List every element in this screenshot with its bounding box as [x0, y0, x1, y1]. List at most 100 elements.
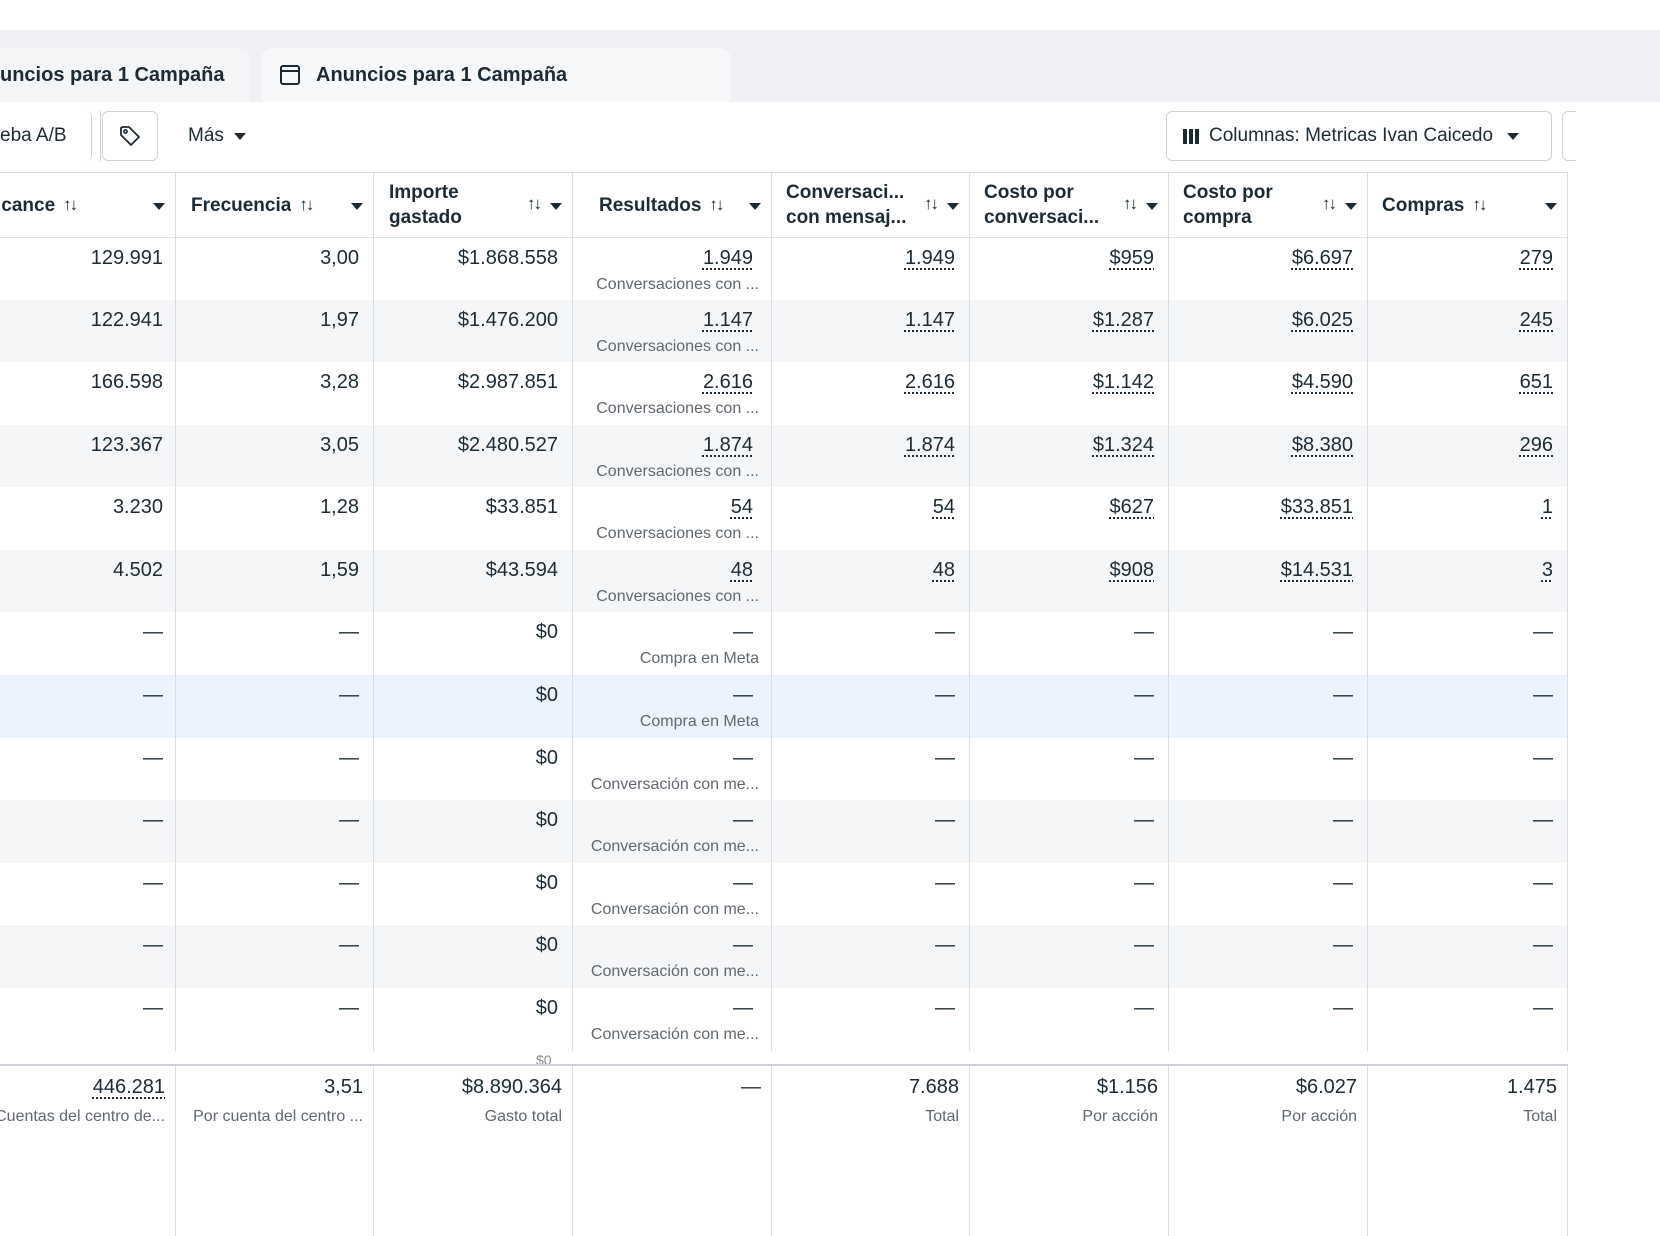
cell-value[interactable]: 2.616 — [702, 371, 753, 393]
cell-value[interactable]: 1.874 — [904, 434, 955, 456]
cell-value[interactable]: 1.147 — [702, 309, 753, 331]
cell-conversaciones: — — [772, 675, 970, 738]
table-row[interactable]: — — $0 — Conversación con me... — — — — — [0, 988, 1568, 1051]
tab-anuncios-campana-1[interactable]: uncios para 1 Campaña — [0, 48, 250, 102]
more-button[interactable]: Más — [176, 111, 272, 161]
column-header-conversaciones[interactable]: Conversaci... con mensaj... ↑↓ — [772, 173, 970, 237]
cell-value[interactable]: $1.324 — [1092, 434, 1154, 456]
cell-value[interactable]: $33.851 — [1280, 496, 1353, 518]
cell-value[interactable]: $14.531 — [1280, 559, 1353, 581]
cell-value: 3.230 — [112, 496, 163, 518]
sort-icon[interactable]: ↑↓ — [1472, 195, 1487, 214]
cell-resultados: — Conversación con me... — [573, 738, 772, 800]
cell-value[interactable]: 245 — [1519, 309, 1553, 331]
column-header-resultados[interactable]: Resultados ↑↓ — [573, 173, 772, 237]
cell-value: 4.502 — [112, 559, 163, 581]
caret-down-icon[interactable] — [1345, 203, 1357, 210]
caret-down-icon[interactable] — [351, 203, 363, 210]
cell-alcance: 122.941 — [0, 300, 176, 362]
table-row[interactable]: — — $0 — Compra en Meta — — — — — [0, 612, 1568, 675]
table-row[interactable]: 4.502 1,59 $43.594 48 Conversaciones con ...… — [0, 550, 1568, 612]
sort-icon[interactable]: ↑↓ — [299, 195, 314, 214]
table-row[interactable]: — — $0 — Conversación con me... — — — — — [0, 800, 1568, 863]
cell-value[interactable]: $1.142 — [1092, 371, 1154, 393]
cell-value[interactable]: $6.025 — [1291, 309, 1353, 331]
cell-importe: $1.868.558 — [374, 238, 573, 300]
sort-icon[interactable]: ↑↓ — [709, 195, 724, 214]
cell-value: — — [1333, 809, 1353, 831]
sort-icon[interactable]: ↑↓ — [1123, 194, 1138, 213]
cell-alcance: 4.502 — [0, 550, 176, 612]
caret-down-icon[interactable] — [550, 203, 562, 210]
columns-dropdown[interactable]: Columnas: Metricas Ivan Caicedo — [1166, 111, 1552, 161]
sort-icon[interactable]: ↑↓ — [63, 195, 78, 214]
cell-frecuencia: — — [176, 612, 374, 675]
total-compras: 1.475 Total — [1368, 1066, 1568, 1236]
table-row[interactable]: 166.598 3,28 $2.987.851 2.616 Conversaciones… — [0, 362, 1568, 425]
cell-value: — — [1333, 997, 1353, 1019]
cell-value[interactable]: 1.147 — [904, 309, 955, 331]
cell-value: $0 — [535, 747, 558, 769]
cell-value[interactable]: 1.874 — [702, 434, 753, 456]
cell-value[interactable]: $959 — [1109, 247, 1155, 269]
cell-value: — — [143, 934, 163, 956]
column-header-alcance[interactable]: lcance ↑↓ — [0, 173, 176, 237]
column-header-importe-gastado[interactable]: Importe gastado ↑↓ — [374, 173, 573, 237]
caret-down-icon[interactable] — [749, 203, 761, 210]
caret-down-icon[interactable] — [1146, 203, 1158, 210]
sort-icon[interactable]: ↑↓ — [527, 194, 542, 213]
cell-costo-conv: — — [970, 675, 1169, 738]
cell-conversaciones: — — [772, 988, 970, 1051]
table-row[interactable]: — — $0 — Conversación con me... — — — — — [0, 738, 1568, 800]
column-header-frecuencia[interactable]: Frecuencia ↑↓ — [176, 173, 374, 237]
table-row[interactable]: 123.367 3,05 $2.480.527 1.874 Conversaciones… — [0, 425, 1568, 487]
cell-value[interactable]: 1 — [1541, 496, 1553, 518]
table-row[interactable]: 129.991 3,00 $1.868.558 1.949 Conversaciones… — [0, 238, 1568, 300]
table-row[interactable]: — — $0 — Compra en Meta — — — — — [0, 675, 1568, 738]
cell-sublabel: Conversaciones con ... — [596, 588, 759, 605]
cell-value[interactable]: 651 — [1519, 371, 1553, 393]
sort-icon[interactable]: ↑↓ — [924, 194, 939, 213]
cell-value: $0 — [535, 872, 558, 894]
cell-value: 129.991 — [90, 247, 163, 269]
tag-button[interactable] — [102, 111, 158, 161]
caret-down-icon[interactable] — [1545, 203, 1557, 210]
cell-value[interactable]: $4.590 — [1291, 371, 1353, 393]
total-importe: $8.890.364 Gasto total — [374, 1066, 573, 1236]
cell-value: — — [1134, 621, 1154, 643]
table-row[interactable]: 3.230 1,28 $33.851 54 Conversaciones con ...… — [0, 487, 1568, 550]
cell-resultados: 1.874 Conversaciones con ... — [573, 425, 772, 487]
cell-value[interactable]: 48 — [730, 559, 753, 581]
cell-value[interactable]: 48 — [932, 559, 955, 581]
cell-value[interactable]: $908 — [1109, 559, 1155, 581]
cell-value[interactable]: 1.949 — [702, 247, 753, 269]
cell-value[interactable]: 54 — [932, 496, 955, 518]
cell-value[interactable]: 54 — [730, 496, 753, 518]
table-row[interactable]: — — $0 — Conversación con me... — — — — — [0, 863, 1568, 925]
table-row[interactable]: — — $0 — Conversación con me... — — — — — [0, 925, 1568, 988]
ab-test-button[interactable]: eba A/B — [0, 111, 92, 161]
sort-icon[interactable]: ↑↓ — [1322, 194, 1337, 213]
cell-value[interactable]: $627 — [1109, 496, 1155, 518]
cell-value[interactable]: $8.380 — [1291, 434, 1353, 456]
cell-frecuencia: — — [176, 675, 374, 738]
tab-anuncios-campana-2[interactable]: Anuncios para 1 Campaña — [262, 48, 730, 102]
cell-conversaciones: 54 — [772, 487, 970, 550]
cell-value[interactable]: 2.616 — [904, 371, 955, 393]
cell-resultados: 2.616 Conversaciones con ... — [573, 362, 772, 425]
column-header-compras[interactable]: Compras ↑↓ — [1368, 173, 1568, 237]
cell-value[interactable]: $1.287 — [1092, 309, 1154, 331]
column-header-costo-por-conversacion[interactable]: Costo por conversaci... ↑↓ — [970, 173, 1169, 237]
cell-costo-compra: — — [1169, 612, 1368, 675]
table-row[interactable]: 122.941 1,97 $1.476.200 1.147 Conversaciones… — [0, 300, 1568, 362]
toolbar-next-button[interactable] — [1562, 111, 1576, 161]
column-header-costo-por-compra[interactable]: Costo por compra ↑↓ — [1169, 173, 1368, 237]
cell-value[interactable]: 296 — [1519, 434, 1553, 456]
cell-costo-conv: $1.142 — [970, 362, 1169, 425]
caret-down-icon[interactable] — [153, 203, 165, 210]
cell-value[interactable]: 1.949 — [904, 247, 955, 269]
cell-value[interactable]: 3 — [1541, 559, 1553, 581]
cell-value[interactable]: $6.697 — [1291, 247, 1353, 269]
cell-value[interactable]: 279 — [1519, 247, 1553, 269]
caret-down-icon[interactable] — [947, 203, 959, 210]
